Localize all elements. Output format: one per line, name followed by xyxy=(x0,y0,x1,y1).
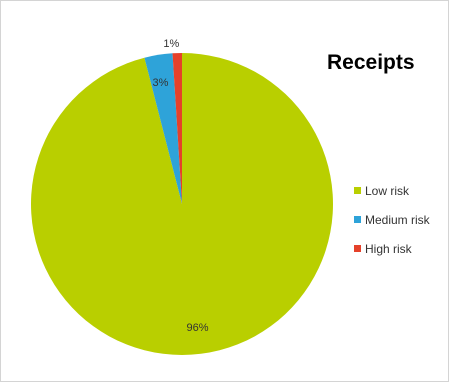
pie-slice-medium-risk xyxy=(144,53,182,205)
chart-title: Receipts xyxy=(327,51,415,74)
data-label-low-risk: 96% xyxy=(187,322,209,334)
legend-label-medium-risk: Medium risk xyxy=(365,212,430,227)
pie-slice-low-risk xyxy=(30,53,334,356)
legend-swatch-low-risk xyxy=(354,187,361,194)
pie-slice-high-risk xyxy=(172,53,182,204)
legend-swatch-high-risk xyxy=(354,245,361,252)
legend-item-low-risk: Low risk xyxy=(354,183,430,198)
legend-label-low-risk: Low risk xyxy=(365,183,410,198)
legend-item-medium-risk: Medium risk xyxy=(354,212,430,227)
legend-label-high-risk: High risk xyxy=(365,241,412,256)
legend-swatch-medium-risk xyxy=(354,216,361,223)
legend: Low risk Medium risk High risk xyxy=(354,184,430,271)
legend-item-high-risk: High risk xyxy=(354,241,430,256)
data-label-medium-risk: 3% xyxy=(153,77,169,89)
data-label-high-risk: 1% xyxy=(163,38,179,50)
